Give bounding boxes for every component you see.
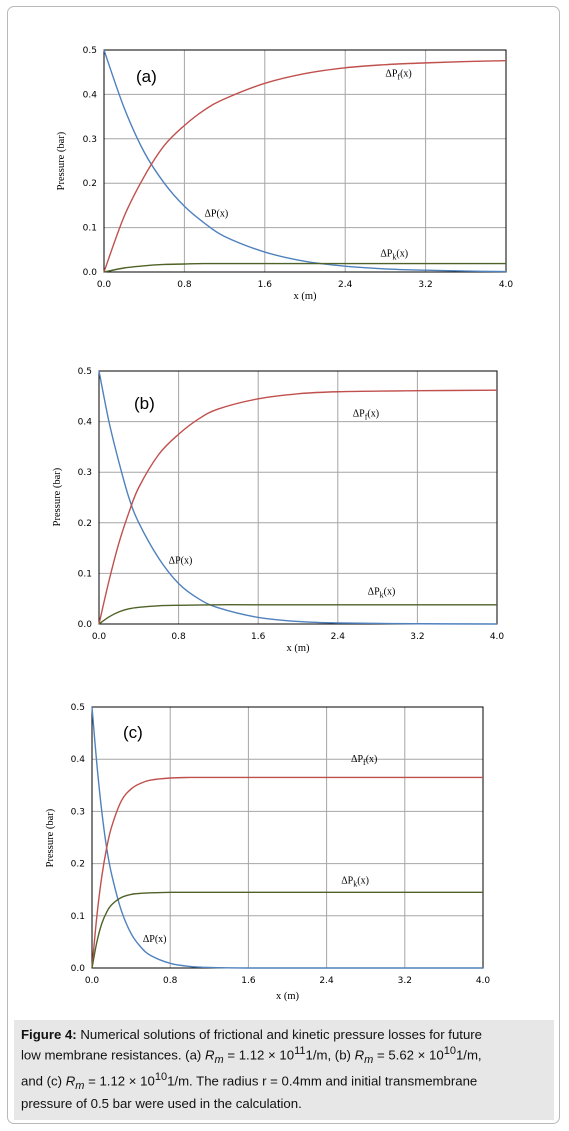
panel-b-series-line-1 [98, 389, 498, 625]
panel-c-series-line-0 [91, 706, 483, 969]
panel-a-y-tick-label: 0.5 [83, 46, 97, 56]
caption-text-2d: = 5.62 × 10 [373, 1047, 444, 1063]
panel-c-y-tick-label: 0.5 [71, 703, 85, 713]
panel-b-x-axis-label: x (m) [286, 643, 310, 654]
figure-caption: Figure 4: Numerical solutions of frictio… [14, 1020, 554, 1120]
panel-c-x-axis-label: x (m) [276, 991, 300, 1002]
caption-line-3: and (c) Rm = 1.12 × 10101/m. The radius … [21, 1069, 547, 1095]
panel-c-y-axis-label: Pressure (bar) [45, 808, 56, 867]
chart-panel-a: 0.0 0.8 1.6 2.4 3.2 4.0 0.0 0.1 0.2 0.3 0.4 0.5 ΔPf(… [56, 46, 513, 302]
chart-panel-c: 0.0 0.8 1.6 2.4 3.2 4.0 0.0 0.1 0.2 0.3 0.4 0.5 ΔPf(… [45, 703, 490, 1002]
panel-a-y-axis-label: Pressure (bar) [56, 131, 67, 190]
panel-a-y-tick-label: 0.1 [83, 224, 97, 234]
panel-c-y-tick-label: 0.1 [71, 912, 85, 922]
panel-b-y-tick-label: 0.0 [78, 620, 93, 630]
caption-line-1: Figure 4: Numerical solutions of frictio… [21, 1026, 547, 1043]
caption-rm-sub-c: m [75, 1080, 85, 1093]
panel-a-series-label-1: ΔP(x) [205, 209, 229, 220]
caption-exp-b: 10 [443, 1045, 456, 1057]
panel-a-series-label-0: ΔPf(x) [385, 69, 411, 82]
caption-rm-sub-a: m [214, 1054, 224, 1067]
panel-c-y-tick-label: 0.4 [71, 755, 86, 765]
panel-b-y-tick-label: 0.2 [78, 519, 92, 529]
panel-a-x-tick-label: 1.6 [258, 280, 273, 290]
panel-a-x-tick-label: 0.0 [97, 280, 112, 290]
panel-c-x-tick-label: 0.8 [163, 976, 178, 986]
panel-a-series-line-1 [103, 59, 507, 273]
panel-a-y-tick-label: 0.2 [83, 179, 97, 189]
panel-b-y-tick-label: 0.5 [78, 367, 92, 377]
panel-c-x-tick-label: 2.4 [319, 976, 334, 986]
panel-c-series-label-0: ΔPf(x) [351, 754, 377, 767]
panel-b-y-tick-label: 0.4 [78, 418, 93, 428]
caption-text-3a: and (c) [21, 1073, 66, 1089]
caption-text-2c: 1/m, (b) [305, 1047, 355, 1063]
panel-b-series-line-2 [98, 604, 497, 625]
panel-a-x-tick-label: 3.2 [418, 280, 432, 290]
panel-c-series-label-1: ΔPk(x) [341, 875, 369, 888]
panel-c-y-tick-label: 0.3 [71, 807, 85, 817]
chart-panel-b: 0.0 0.8 1.6 2.4 3.2 4.0 0.0 0.1 0.2 0.3 0.4 0.5 ΔPf(… [52, 367, 504, 654]
panel-b-plot: 0.0 0.8 1.6 2.4 3.2 4.0 0.0 0.1 0.2 0.3 0.4 0.5 ΔPf(… [52, 367, 504, 654]
panel-b-series-line-0 [98, 370, 498, 625]
panel-a-x-tick-label: 2.4 [338, 280, 353, 290]
caption-figure-label: Figure 4: [21, 1027, 77, 1042]
panel-c-x-tick-label: 3.2 [398, 976, 412, 986]
panel-b-x-tick-label: 1.6 [251, 632, 266, 642]
panel-a-y-tick-label: 0.4 [83, 90, 98, 100]
panel-b-x-tick-label: 4.0 [490, 632, 505, 642]
panel-c-y-tick-label: 0.2 [71, 860, 85, 870]
caption-rm-c: R [65, 1073, 76, 1089]
panel-b-y-tick-label: 0.1 [78, 569, 92, 579]
caption-text-2b: = 1.12 × 10 [223, 1047, 295, 1063]
panel-a-series-line-2 [103, 262, 506, 273]
panel-b-x-tick-label: 0.0 [92, 632, 107, 642]
caption-text-4: pressure of 0.5 bar were used in the cal… [21, 1096, 302, 1112]
panel-b-x-tick-label: 2.4 [331, 632, 346, 642]
panel-a-x-axis-label: x (m) [293, 291, 317, 302]
caption-exp-a: 11 [294, 1045, 306, 1057]
panel-b-series-label-0: ΔPf(x) [353, 409, 379, 422]
panel-a-series-line-0 [103, 49, 507, 273]
panel-a-plot-frame [103, 49, 507, 273]
panel-b-x-tick-label: 0.8 [171, 632, 186, 642]
caption-exp-c: 10 [154, 1071, 168, 1084]
panel-c-x-tick-label: 4.0 [476, 976, 491, 986]
caption-text-1: Numerical solutions of frictional and ki… [76, 1027, 483, 1042]
caption-text-3c: 1/m. The radius r = 0.4mm and initial tr… [167, 1073, 478, 1089]
panel-b-x-tick-label: 3.2 [410, 632, 424, 642]
panel-b-y-tick-label: 0.3 [78, 468, 92, 478]
panel-c-x-tick-label: 1.6 [241, 976, 256, 986]
panel-a-plot: 0.0 0.8 1.6 2.4 3.2 4.0 0.0 0.1 0.2 0.3 0.4 0.5 ΔPf(… [56, 46, 513, 302]
panel-b-panel-label: (b) [134, 394, 155, 413]
panel-c-panel-label: (c) [123, 723, 143, 742]
panel-a-series-label-2: ΔPk(x) [380, 248, 408, 261]
caption-rm-a: R [204, 1047, 215, 1063]
caption-line-4: pressure of 0.5 bar were used in the cal… [21, 1095, 547, 1112]
panel-c-plot: 0.0 0.8 1.6 2.4 3.2 4.0 0.0 0.1 0.2 0.3 0.4 0.5 ΔPf(… [45, 703, 490, 1002]
panel-b-series-label-1: ΔP(x) [169, 555, 193, 566]
panel-b-plot-frame [98, 370, 498, 625]
panel-c-x-tick-label: 0.0 [85, 976, 100, 986]
panel-a-x-tick-label: 4.0 [499, 280, 514, 290]
caption-rm-sub-b: m [364, 1054, 374, 1067]
panel-b-series-label-2: ΔPk(x) [368, 587, 396, 600]
caption-text-3b: = 1.12 × 10 [84, 1073, 155, 1089]
panel-c-series-line-2 [91, 891, 483, 969]
caption-text-2e: 1/m, [455, 1047, 482, 1063]
panel-a-y-tick-label: 0.3 [83, 135, 97, 145]
panel-c-series-label-2: ΔP(x) [143, 934, 167, 945]
panel-c-plot-frame [91, 706, 484, 969]
panel-c-y-tick-label: 0.0 [71, 964, 86, 974]
panel-a-panel-label: (a) [136, 67, 157, 86]
panel-c-series-line-1 [91, 776, 483, 969]
caption-text-2a: low membrane resistances. (a) [21, 1047, 205, 1063]
caption-rm-b: R [354, 1047, 365, 1063]
panel-a-x-tick-label: 0.8 [177, 280, 192, 290]
panel-b-y-axis-label: Pressure (bar) [52, 467, 63, 526]
caption-line-2: low membrane resistances. (a) Rm = 1.12 … [21, 1043, 547, 1069]
panel-a-y-tick-label: 0.0 [83, 268, 98, 278]
